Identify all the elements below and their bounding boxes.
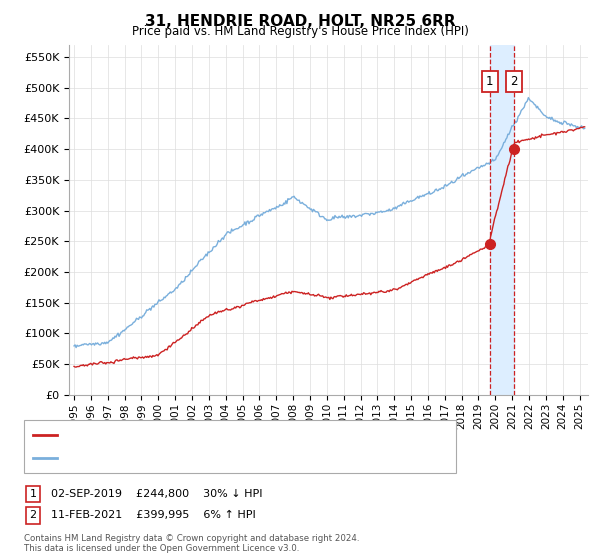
Text: HPI: Average price, detached house, North Norfolk: HPI: Average price, detached house, Nort…	[61, 453, 325, 463]
Text: 31, HENDRIE ROAD, HOLT, NR25 6RR: 31, HENDRIE ROAD, HOLT, NR25 6RR	[145, 14, 455, 29]
Text: 11-FEB-2021    £399,995    6% ↑ HPI: 11-FEB-2021 £399,995 6% ↑ HPI	[51, 510, 256, 520]
Text: 02-SEP-2019    £244,800    30% ↓ HPI: 02-SEP-2019 £244,800 30% ↓ HPI	[51, 489, 263, 499]
Text: 2: 2	[511, 75, 518, 88]
Bar	[490, 45, 514, 395]
Text: 31, HENDRIE ROAD, HOLT, NR25 6RR (detached house): 31, HENDRIE ROAD, HOLT, NR25 6RR (detach…	[61, 430, 349, 440]
Text: Price paid vs. HM Land Registry's House Price Index (HPI): Price paid vs. HM Land Registry's House …	[131, 25, 469, 38]
Text: 1: 1	[29, 489, 37, 499]
Text: 2: 2	[29, 510, 37, 520]
Text: 1: 1	[486, 75, 494, 88]
Text: Contains HM Land Registry data © Crown copyright and database right 2024.
This d: Contains HM Land Registry data © Crown c…	[24, 534, 359, 553]
